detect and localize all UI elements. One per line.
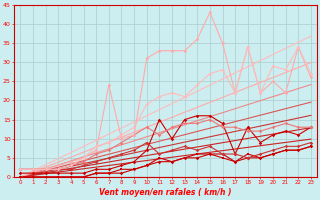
X-axis label: Vent moyen/en rafales ( km/h ): Vent moyen/en rafales ( km/h ) <box>100 188 232 197</box>
